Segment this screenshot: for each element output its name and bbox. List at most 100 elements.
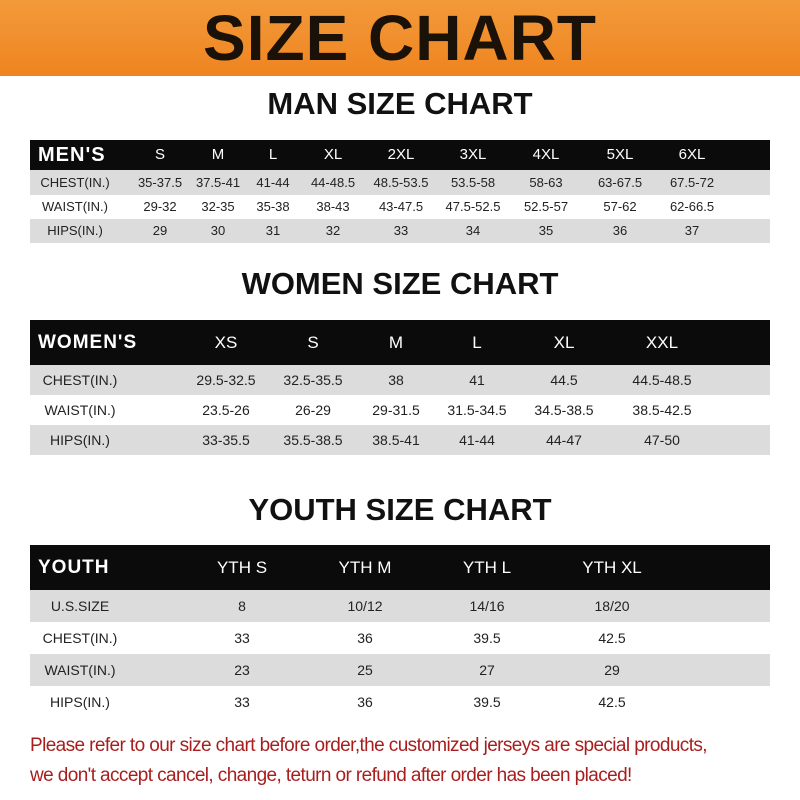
page-title: SIZE CHART	[203, 2, 597, 74]
size-header-yth-m: YTH M	[338, 558, 392, 577]
size-header-yth-s: YTH S	[216, 558, 268, 577]
measurement-value: 47-50	[644, 432, 680, 448]
measurement-value: 10/12	[347, 598, 383, 614]
measurement-value: 36	[357, 694, 373, 710]
table-row: WAIST(IN.) 23 25 27 29	[30, 654, 770, 686]
women-header-row: WOMEN'S XS S M L XL XXL	[30, 320, 770, 365]
measurement-value: 31	[265, 223, 281, 238]
measurement-label: HIPS(IN.)	[47, 223, 103, 238]
order-notice-line-1: Please refer to our size chart before or…	[30, 735, 708, 756]
measurement-label: CHEST(IN.)	[42, 372, 118, 388]
table-row: HIPS(IN.) 33 36 39.5 42.5	[30, 686, 770, 718]
measurement-value: 62-66.5	[669, 199, 715, 214]
measurement-value: 27	[479, 662, 495, 678]
measurement-value: 8	[238, 598, 246, 614]
measurement-value: 41-44	[459, 432, 495, 448]
measurement-value: 38.5-41	[372, 432, 420, 448]
measurement-value: 23	[234, 662, 250, 678]
measurement-value: 43-47.5	[378, 199, 424, 214]
table-row: CHEST(IN.) 35-37.5 37.5-41 41-44 44-48.5 48.5…	[30, 170, 770, 195]
measurement-value: 36	[612, 223, 628, 238]
measurement-value: 53.5-58	[450, 175, 496, 190]
measurement-value: 33-35.5	[202, 432, 250, 448]
measurement-value: 44.5-48.5	[632, 372, 692, 388]
measurement-value: 14/16	[469, 598, 505, 614]
measurement-value: 31.5-34.5	[447, 402, 507, 418]
size-header-5xl: 5XL	[606, 146, 634, 163]
measurement-label: CHEST(IN.)	[40, 175, 110, 190]
measurement-value: 57-62	[603, 199, 637, 214]
measurement-value: 41-44	[256, 175, 290, 190]
table-row: CHEST(IN.) 29.5-32.5 32.5-35.5 38 41 44.5 44.5…	[30, 365, 770, 395]
measurement-value: 33	[234, 694, 250, 710]
measurement-value: 30	[210, 223, 226, 238]
measurement-value: 29-31.5	[372, 402, 420, 418]
measurement-value: 29.5-32.5	[196, 372, 256, 388]
measurement-label: CHEST(IN.)	[42, 630, 118, 646]
size-header-yth-xl: YTH XL	[582, 558, 642, 577]
measurement-value: 44.5	[550, 372, 578, 388]
measurement-value: 29	[152, 223, 168, 238]
measurement-value: 25	[357, 662, 373, 678]
measurement-value: 44-48.5	[310, 175, 356, 190]
size-header-s: S	[154, 146, 166, 163]
order-notice-line-2: we don't accept cancel, change, teturn o…	[30, 765, 632, 786]
size-header-xl: XL	[553, 333, 575, 352]
size-header-xxl: XXL	[645, 333, 679, 352]
measurement-value: 38.5-42.5	[632, 402, 692, 418]
measurement-label: HIPS(IN.)	[50, 432, 110, 448]
measurement-value: 44-47	[546, 432, 582, 448]
measurement-value: 47.5-52.5	[445, 199, 501, 214]
men-header-row: MEN'S S M L XL 2XL 3XL 4XL 5XL 6XL	[30, 140, 770, 170]
measurement-value: 42.5	[598, 630, 626, 646]
size-header-6xl: 6XL	[678, 146, 706, 163]
measurement-value: 67.5-72	[669, 175, 715, 190]
size-header-4xl: 4XL	[532, 146, 560, 163]
men-section-title: MAN SIZE CHART	[267, 86, 533, 121]
table-row: WAIST(IN.) 29-32 32-35 35-38 38-43 43-47.5 47.…	[30, 195, 770, 219]
measurement-value: 18/20	[594, 598, 630, 614]
table-row: WAIST(IN.) 23.5-26 26-29 29-31.5 31.5-34.5 34…	[30, 395, 770, 425]
measurement-value: 37.5-41	[195, 175, 241, 190]
measurement-label: WAIST(IN.)	[44, 662, 116, 678]
size-header-yth-l: YTH L	[462, 558, 512, 577]
table-row: HIPS(IN.) 33-35.5 35.5-38.5 38.5-41 41-44 44-…	[30, 425, 770, 455]
table-row: HIPS(IN.) 29 30 31 32 33 34 35 36 37	[30, 219, 770, 243]
women-section-title: WOMEN SIZE CHART	[241, 266, 559, 301]
youth-table-label: YOUTH	[38, 557, 110, 578]
measurement-value: 33	[393, 223, 409, 238]
men-table-label: MEN'S	[38, 144, 106, 166]
measurement-label: U.S.SIZE	[50, 598, 110, 614]
measurement-value: 29	[604, 662, 620, 678]
size-header-xs: XS	[214, 333, 238, 352]
measurement-value: 58-63	[529, 175, 563, 190]
measurement-value: 42.5	[598, 694, 626, 710]
measurement-value: 37	[684, 223, 700, 238]
measurement-value: 34.5-38.5	[534, 402, 594, 418]
size-header-2xl: 2XL	[387, 146, 415, 163]
size-header-xl: XL	[323, 146, 343, 163]
size-header-l: L	[472, 333, 482, 352]
measurement-label: WAIST(IN.)	[44, 402, 116, 418]
measurement-label: HIPS(IN.)	[50, 694, 110, 710]
measurement-value: 35-38	[256, 199, 290, 214]
measurement-value: 63-67.5	[597, 175, 643, 190]
measurement-value: 35	[538, 223, 554, 238]
size-header-m: M	[388, 333, 404, 352]
measurement-value: 36	[357, 630, 373, 646]
women-size-table: WOMEN'S XS S M L XL XXL CHEST(IN.) 29.5-32.5 32.5…	[30, 320, 770, 455]
measurement-value: 34	[465, 223, 481, 238]
measurement-value: 39.5	[473, 630, 501, 646]
measurement-value: 38-43	[316, 199, 350, 214]
size-header-m: M	[211, 146, 225, 163]
measurement-value: 32-35	[201, 199, 235, 214]
title-banner: SIZE CHART	[0, 0, 800, 76]
measurement-value: 32.5-35.5	[283, 372, 343, 388]
measurement-value: 33	[234, 630, 250, 646]
measurement-value: 52.5-57	[523, 199, 569, 214]
youth-section-title: YOUTH SIZE CHART	[248, 492, 552, 527]
measurement-value: 38	[388, 372, 404, 388]
size-header-l: L	[268, 146, 278, 163]
women-table-label: WOMEN'S	[38, 332, 138, 353]
youth-header-row: YOUTH YTH S YTH M YTH L YTH XL	[30, 545, 770, 590]
